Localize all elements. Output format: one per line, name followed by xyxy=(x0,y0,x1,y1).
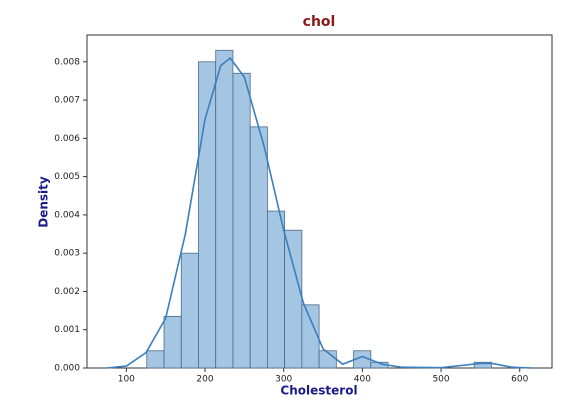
y-tick-label: 0.007 xyxy=(54,96,80,106)
histogram-bar xyxy=(473,361,492,369)
histogram-bar xyxy=(163,315,182,369)
histogram-bar xyxy=(198,61,217,369)
histogram-bar xyxy=(267,210,286,369)
histogram-bar xyxy=(232,72,251,369)
y-tick-label: 0.001 xyxy=(54,325,80,335)
y-tick-label: 0.006 xyxy=(54,134,80,144)
y-tick-label: 0.005 xyxy=(54,172,80,182)
y-tick-label: 0.008 xyxy=(54,57,80,67)
y-tick-label: 0.004 xyxy=(54,210,80,220)
histogram-bar xyxy=(215,49,234,369)
chart-title: chol xyxy=(303,14,336,30)
x-tick-label: 600 xyxy=(511,375,528,385)
histogram-bar xyxy=(284,229,303,369)
histogram-bar xyxy=(146,350,165,369)
y-tick-label: 0.000 xyxy=(54,364,80,374)
x-tick-label: 400 xyxy=(354,375,371,385)
y-tick-label: 0.003 xyxy=(54,249,80,259)
histogram-bar xyxy=(301,304,320,369)
x-tick-label: 300 xyxy=(275,375,292,385)
x-tick-label: 100 xyxy=(118,375,135,385)
y-axis-label: Density xyxy=(37,176,51,228)
x-tick-label: 500 xyxy=(432,375,449,385)
histogram-bar xyxy=(249,126,268,369)
x-tick-label: 200 xyxy=(196,375,213,385)
x-axis-label: Cholesterol xyxy=(280,384,357,398)
kde-line xyxy=(106,56,532,369)
histogram-bar xyxy=(180,252,199,369)
y-tick-label: 0.002 xyxy=(54,287,80,297)
